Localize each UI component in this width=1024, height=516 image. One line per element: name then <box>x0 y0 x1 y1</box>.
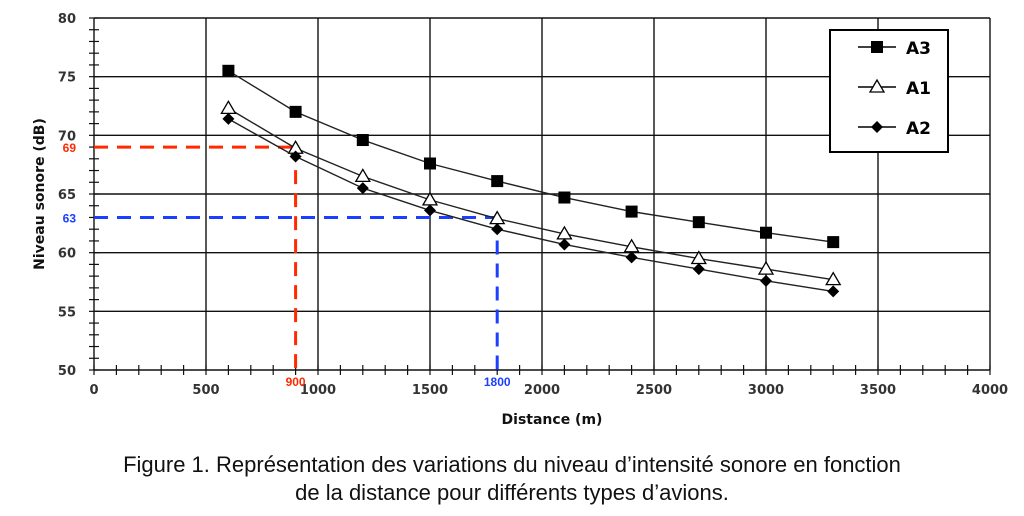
x-tick-label: 2500 <box>636 383 672 398</box>
data-point-a2 <box>491 223 504 236</box>
figure-caption-line-1: Figure 1. Représentation des variations … <box>123 452 901 477</box>
series-line-a3 <box>228 70 834 243</box>
data-point-a2 <box>827 285 840 298</box>
annotation-x-label: 900 <box>286 375 306 389</box>
data-point-a3 <box>289 105 302 118</box>
x-tick-label: 1500 <box>412 383 448 398</box>
annotation-y-label: 63 <box>63 211 77 225</box>
data-point-a1 <box>220 100 237 114</box>
data-point-a3 <box>692 216 705 229</box>
data-point-a3 <box>558 191 571 204</box>
legend-box <box>829 29 949 153</box>
y-tick-label: 70 <box>58 129 76 144</box>
data-point-a3 <box>827 236 840 249</box>
data-point-a1 <box>757 260 775 275</box>
data-point-a3 <box>356 134 369 147</box>
data-point-a2 <box>692 263 705 276</box>
data-point-a2 <box>424 204 436 217</box>
data-point-a2 <box>222 112 235 125</box>
x-tick-label: 2000 <box>524 383 560 398</box>
figure-caption-line-2: de la distance pour différents types d’a… <box>295 480 729 505</box>
y-tick-label: 55 <box>58 305 76 320</box>
data-point-a2 <box>558 238 571 251</box>
y-tick-label: 60 <box>58 247 76 262</box>
data-point-a3 <box>625 205 638 218</box>
legend-marker-a2 <box>871 121 883 133</box>
legend-marker-a3 <box>871 41 883 53</box>
data-point-a2 <box>289 150 302 163</box>
annotation-x-label: 1800 <box>484 375 511 389</box>
legend-marker-a1 <box>868 78 886 93</box>
x-tick-label: 3500 <box>860 383 896 398</box>
x-tick-label: 0 <box>89 383 98 398</box>
series-line-a2 <box>228 118 834 293</box>
data-point-a1 <box>354 168 371 183</box>
annotation-y-label: 69 <box>63 141 77 155</box>
chart: 0 500 1000 1500 2000 2500 3000 3500 4000 50 55 60 65… <box>32 12 1008 428</box>
legend-label: A2 <box>906 119 931 139</box>
x-tick-label: 3000 <box>748 383 784 398</box>
y-axis-label: Niveau sonore (dB) <box>32 118 48 270</box>
legend-label: A3 <box>906 39 931 59</box>
y-tick-label: 80 <box>58 12 76 27</box>
x-tick-label: 500 <box>192 383 219 398</box>
data-point-a2 <box>760 274 772 287</box>
data-point-a2 <box>356 182 369 195</box>
y-tick-label: 50 <box>58 364 76 379</box>
y-tick-label: 75 <box>58 71 76 86</box>
data-point-a1 <box>825 271 842 286</box>
legend-label: A1 <box>906 79 931 99</box>
series-line-a1 <box>228 107 834 281</box>
x-tick-label: 1000 <box>300 383 336 398</box>
data-point-a2 <box>625 251 638 264</box>
y-tick-label: 65 <box>58 188 76 203</box>
x-axis-label: Distance (m) <box>502 412 603 428</box>
data-point-a3 <box>760 226 772 239</box>
data-point-a3 <box>424 157 436 170</box>
data-point-a3 <box>491 175 504 188</box>
data-point-a3 <box>222 64 235 77</box>
x-tick-label: 4000 <box>972 383 1008 398</box>
